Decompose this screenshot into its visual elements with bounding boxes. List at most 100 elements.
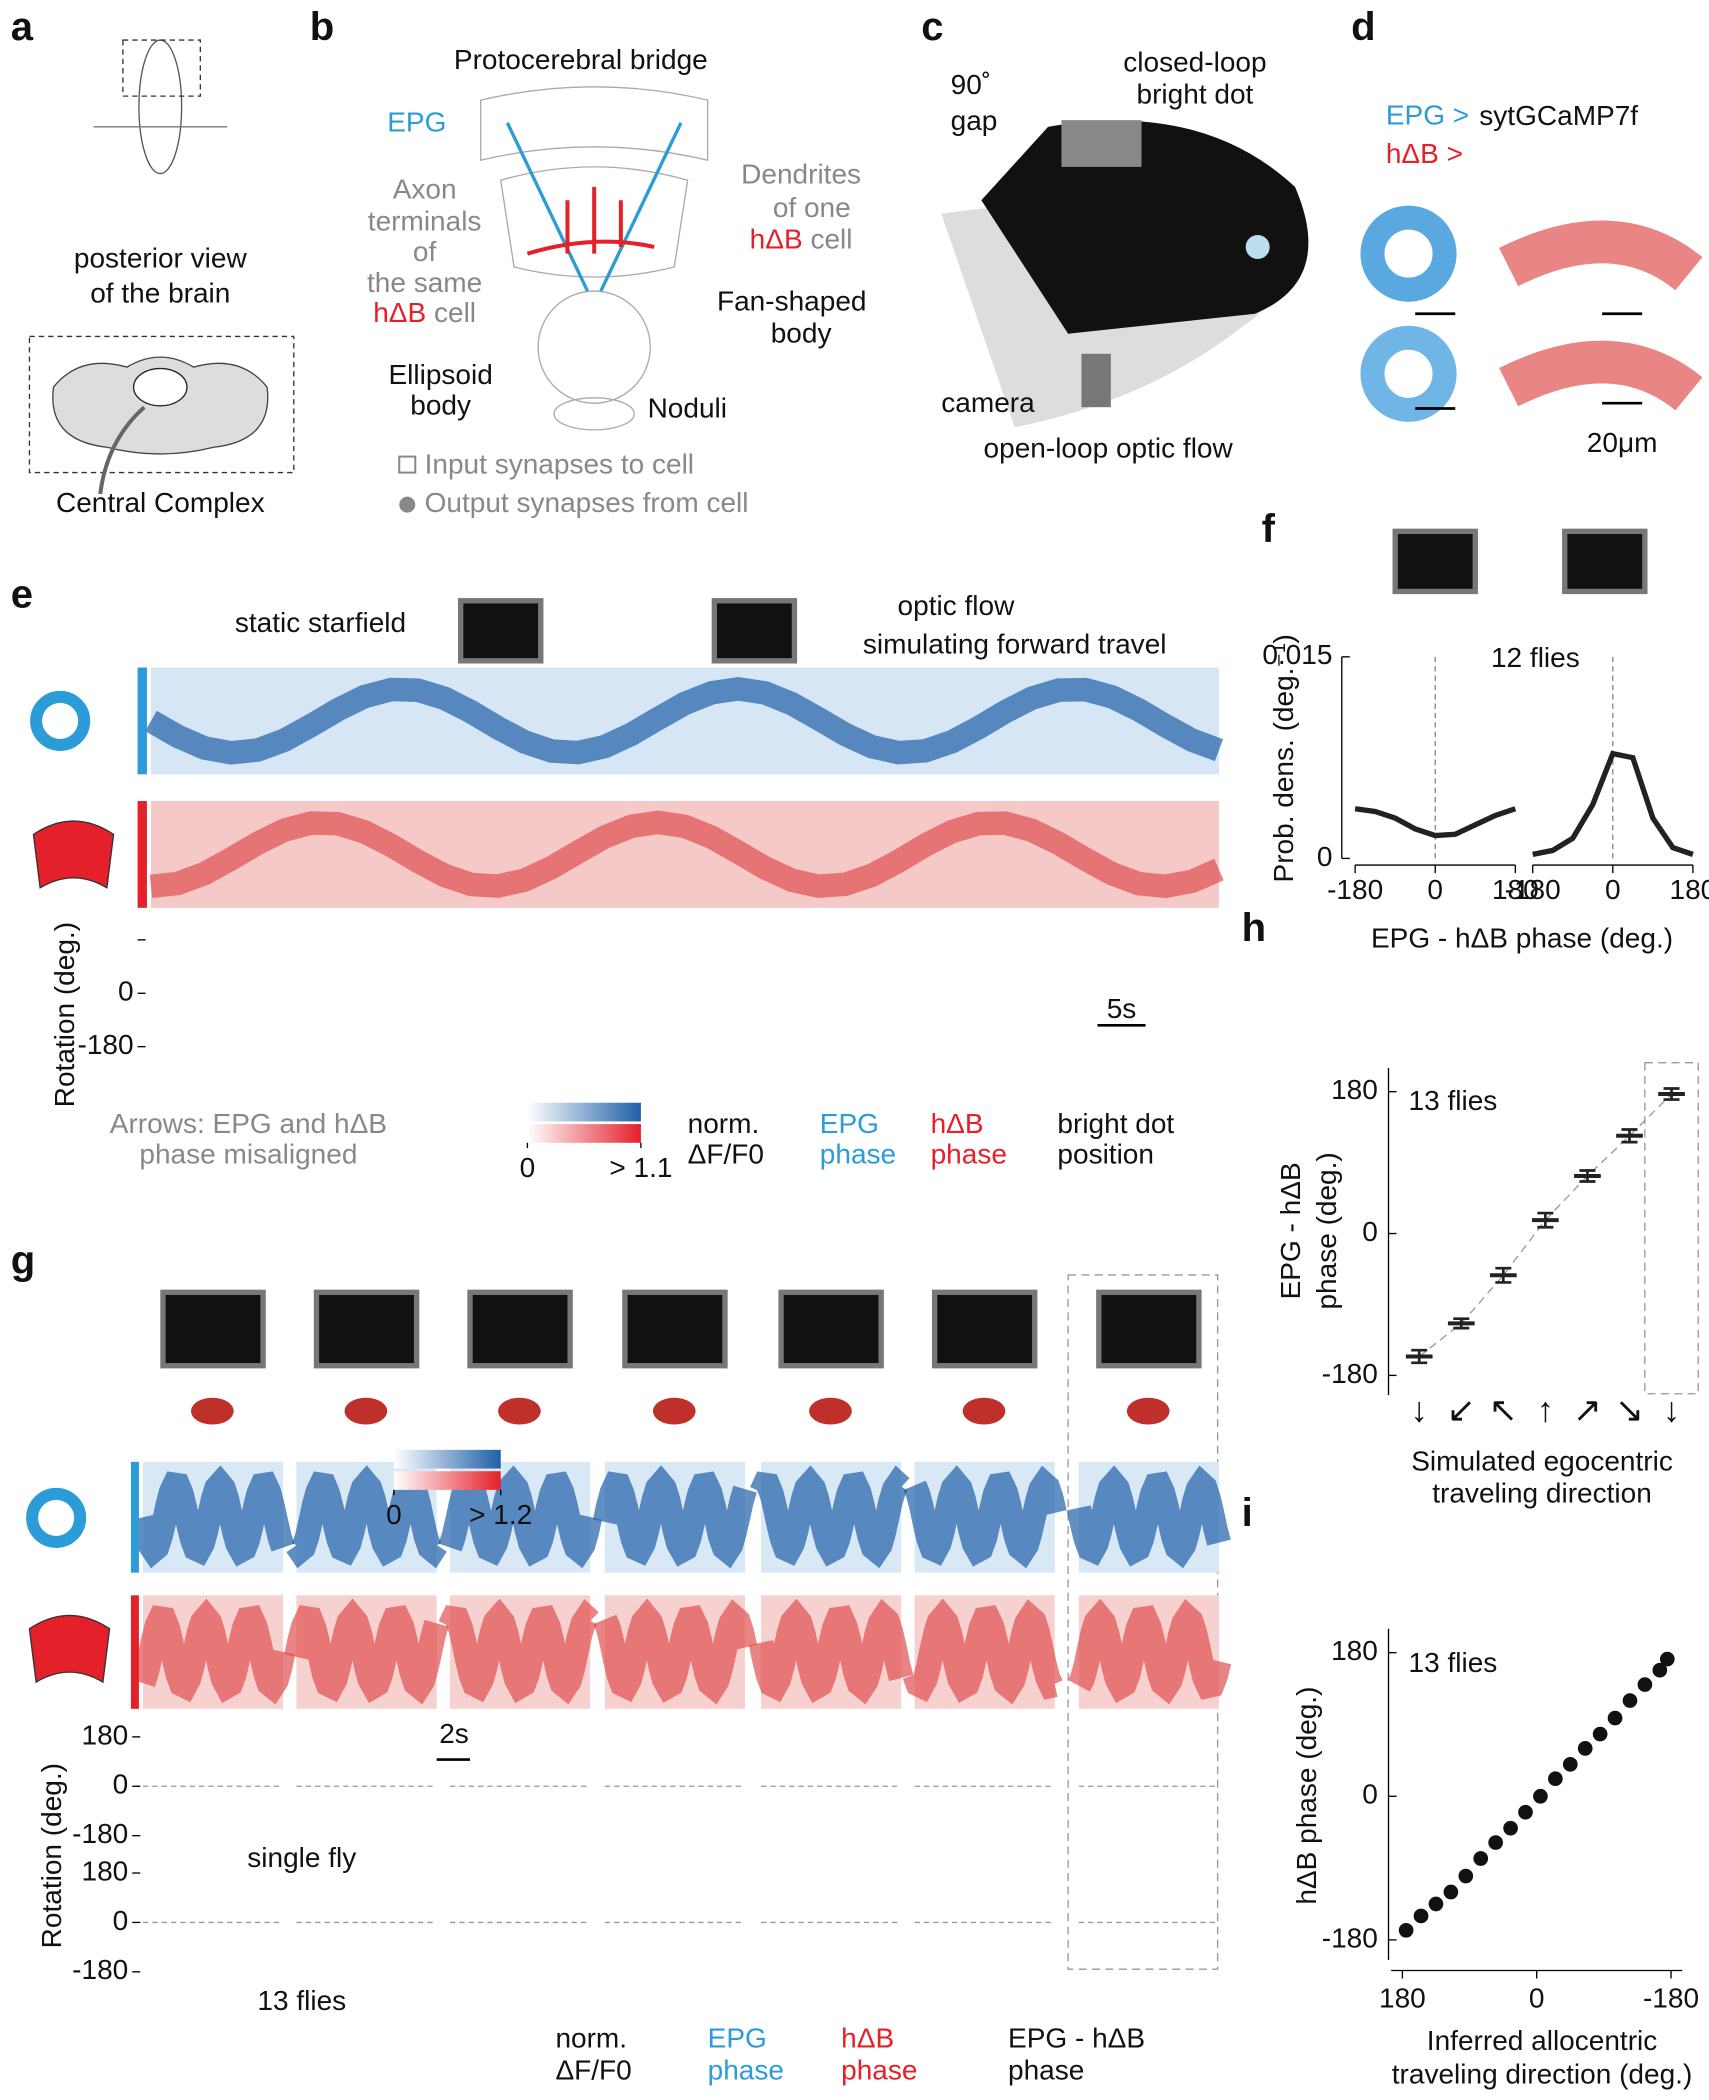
label: simulating forward travel [863, 629, 1167, 660]
label: hΔB > [1386, 139, 1463, 170]
label: cell [810, 224, 852, 255]
y-tick-label: 0 [113, 1905, 129, 1936]
fly-icon [498, 1397, 541, 1425]
point [1592, 1726, 1608, 1742]
label: Ellipsoid [388, 359, 492, 390]
arena-icon [778, 1289, 884, 1369]
annotation: 13 flies [1409, 1085, 1498, 1116]
label: EPG > [1386, 100, 1469, 131]
y-tick-label: 0.015 [1262, 639, 1332, 670]
fly-icon [809, 1397, 852, 1425]
arena-icon [313, 1289, 420, 1369]
colorbar [527, 1124, 641, 1143]
heatmap-bump [149, 810, 1224, 899]
epg-image [1360, 205, 1457, 302]
legend-entry: EPG [708, 2022, 767, 2053]
label: cell [434, 297, 476, 328]
label: hΔB [750, 224, 803, 255]
legend-symbol [398, 455, 417, 474]
label: EPG [387, 107, 446, 138]
legend-entry: phase [708, 2054, 784, 2085]
legend-entry: position [1057, 1139, 1154, 1170]
x-tick-label: ↗ [1573, 1392, 1602, 1430]
axis-label: EPG - hΔB [1275, 1162, 1306, 1299]
note: phase misaligned [139, 1139, 357, 1170]
arena-icon [1096, 1289, 1202, 1369]
heatmap-bump [131, 1598, 296, 1705]
heatmap-bump [1066, 1465, 1231, 1569]
label: sytGCaMP7f [1479, 100, 1638, 131]
label: body [410, 390, 471, 421]
y-tick-label: -180 [72, 1818, 128, 1849]
heatmap-bump [1067, 1598, 1232, 1705]
x-tick-label: ↑ [1537, 1392, 1554, 1430]
arena-icon [711, 598, 798, 664]
legend-entry: EPG - hΔB [1008, 2022, 1145, 2053]
point [1622, 1693, 1638, 1708]
panel-letter: d [1351, 5, 1375, 49]
ellipsoid-body [537, 290, 651, 404]
y-tick-label: -180 [1322, 1922, 1378, 1953]
legend-entry: hΔB [931, 1108, 984, 1139]
x-tick-label: 180 [1670, 874, 1709, 905]
caption: of the brain [90, 277, 230, 308]
noduli-shape [553, 397, 635, 431]
mean-line [1532, 750, 1694, 858]
label: ΔF/F0 [555, 2054, 631, 2085]
heatmap-bump [902, 1598, 1063, 1705]
label: terminals [368, 205, 482, 236]
label: body [771, 317, 832, 348]
label: Axon [393, 173, 457, 204]
label: of [413, 236, 437, 267]
point [1607, 1710, 1623, 1726]
annotation: 13 flies [1409, 1647, 1498, 1678]
objective [1061, 120, 1142, 167]
y-tick-label: 0 [1317, 841, 1333, 872]
head-box [122, 39, 202, 97]
fly-icon [190, 1397, 234, 1425]
label: 2s [439, 1718, 469, 1749]
arena-icon [457, 598, 544, 664]
heatmap-bump [145, 676, 1224, 765]
heatmap-bump [284, 1598, 449, 1705]
y-tick-label: 180 [81, 1855, 128, 1886]
colorbar [393, 1449, 501, 1469]
legend-entry: phase [820, 1139, 896, 1170]
central-complex [132, 367, 188, 407]
legend-entry: phase [931, 1139, 1007, 1170]
point [1548, 1771, 1563, 1787]
colorbar-label: > 1.2 [469, 1499, 532, 1530]
arena-icon [931, 1289, 1038, 1369]
point [1659, 1651, 1675, 1667]
colorbar [393, 1471, 501, 1490]
x-tick-label: ↘ [1615, 1392, 1644, 1430]
cell-strip [137, 667, 147, 775]
hdb-image [1499, 220, 1703, 291]
hdb-icon [32, 820, 115, 889]
point [1518, 1804, 1533, 1820]
label: Noduli [648, 392, 727, 423]
label: optic flow [898, 590, 1016, 621]
x-tick-label: ↓ [1411, 1392, 1428, 1430]
y-tick-label: 0 [1362, 1779, 1378, 1810]
label: EPG > [1386, 100, 1469, 131]
label: Protocerebral bridge [454, 44, 708, 75]
y-tick-label: 0 [113, 1769, 129, 1800]
x-tick-label: -180 [1643, 1982, 1699, 2013]
label: camera [941, 387, 1035, 418]
x-tick-label: 0 [1529, 1982, 1545, 2013]
label: 90˚ [951, 69, 992, 100]
label: bright dot [1137, 79, 1254, 110]
axis-label: Rotation (deg.) [36, 1763, 67, 1948]
arena-icon [1392, 528, 1478, 595]
heatmap-bump [903, 1465, 1067, 1569]
label: gap [951, 105, 998, 136]
brain-box [28, 335, 295, 474]
label: of one [773, 192, 851, 223]
camera-icon [1081, 353, 1111, 408]
colorbar-label: 0 [520, 1152, 536, 1183]
hdb-icon [28, 1614, 111, 1684]
legend-symbol [399, 496, 416, 513]
bridge [480, 86, 709, 162]
